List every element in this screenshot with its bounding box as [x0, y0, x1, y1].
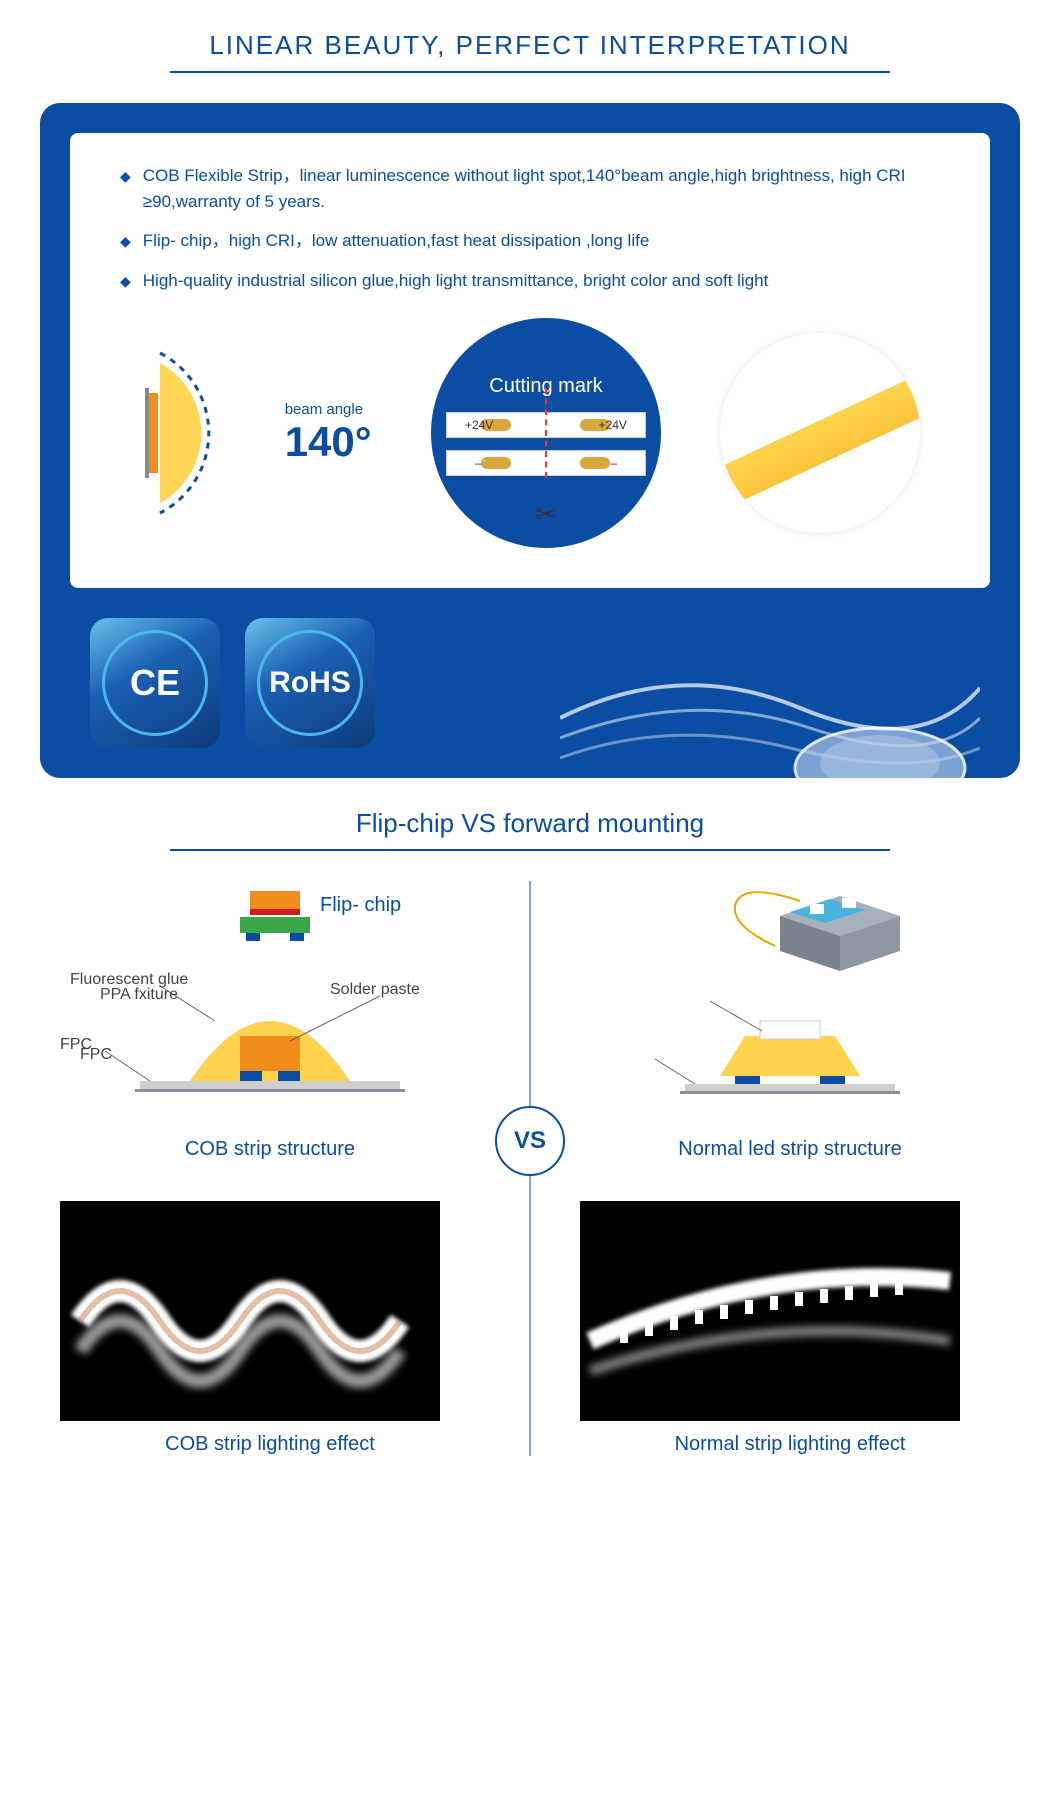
- ce-badge: CE: [90, 618, 220, 748]
- section-2-title: Flip-chip VS forward mounting: [0, 808, 1060, 839]
- curled-strip-diagram: [720, 333, 920, 533]
- divider: [170, 71, 890, 73]
- diamond-icon: ◆: [120, 231, 131, 252]
- bullet-1: ◆ COB Flexible Strip，linear luminescence…: [120, 163, 940, 214]
- divider: [170, 849, 890, 851]
- cell-title: COB strip structure: [60, 1138, 480, 1161]
- cob-effect: COB strip lighting effect: [60, 1201, 480, 1456]
- annot-solder: Solder paste: [330, 981, 420, 999]
- diagram-row: beam angle 140° Cutting mark +24V +24V –…: [120, 318, 940, 548]
- bullet-text: Flip- chip，high CRI，low attenuation,fast…: [143, 228, 650, 254]
- cut-line: [545, 388, 547, 478]
- section-1-title: LINEAR BEAUTY, PERFECT INTERPRETATION: [0, 30, 1060, 61]
- cell-title: Normal led strip structure: [580, 1138, 1000, 1161]
- solder-pad: [481, 457, 511, 469]
- voltage-right: +24V: [599, 418, 627, 432]
- beam-angle-diagram: beam angle 140°: [140, 333, 372, 533]
- cell-title: Normal strip lighting effect: [580, 1433, 1000, 1456]
- bullet-text: High-quality industrial silicon glue,hig…: [143, 268, 769, 294]
- beam-label: beam angle: [285, 401, 372, 418]
- annot-fpc: FPC: [80, 1046, 112, 1064]
- normal-effect: Normal strip lighting effect: [580, 1201, 1000, 1456]
- beam-svg: [140, 333, 270, 533]
- features-card: ◆ COB Flexible Strip，linear luminescence…: [70, 133, 990, 588]
- comparison: VS Flip- chip: [60, 881, 1000, 1456]
- vs-badge: VS: [495, 1106, 565, 1176]
- badge-text: CE: [130, 662, 180, 704]
- cutting-mark-diagram: Cutting mark +24V +24V – – ✂: [431, 318, 661, 548]
- diamond-icon: ◆: [120, 271, 131, 292]
- minus-right: –: [610, 456, 617, 470]
- beam-value: 140°: [285, 418, 372, 466]
- normal-struct-svg: [600, 881, 980, 1121]
- normal-structure: PPA fxiture FPC Normal led strip structu…: [580, 881, 1000, 1161]
- rohs-badge: RoHS: [245, 618, 375, 748]
- hero-panel: ◆ COB Flexible Strip，linear luminescence…: [40, 103, 1020, 778]
- cob-structure: Flip- chip Fluorescent glue Solder paste…: [60, 881, 480, 1161]
- minus-left: –: [475, 456, 482, 470]
- solder-pad: [580, 457, 610, 469]
- title-text: LINEAR BEAUTY, PERFECT INTERPRETATION: [0, 30, 1060, 61]
- scissors-icon: ✂: [535, 499, 557, 530]
- badge-text: RoHS: [269, 666, 351, 700]
- title-text: Flip-chip VS forward mounting: [0, 808, 1060, 839]
- cell-title: COB strip lighting effect: [60, 1433, 480, 1456]
- bullet-2: ◆ Flip- chip，high CRI，low attenuation,fa…: [120, 228, 940, 254]
- flip-chip-label: Flip- chip: [320, 894, 401, 916]
- annot-ppa: PPA fxiture: [100, 986, 178, 1004]
- bullet-text: COB Flexible Strip，linear luminescence w…: [143, 163, 940, 214]
- normal-effect-img: [580, 1201, 960, 1421]
- cert-badges: CE RoHS: [70, 618, 990, 748]
- beam-text: beam angle 140°: [285, 401, 372, 466]
- cob-effect-img: [60, 1201, 440, 1421]
- voltage-left: +24V: [465, 418, 493, 432]
- diamond-icon: ◆: [120, 166, 131, 187]
- bullet-3: ◆ High-quality industrial silicon glue,h…: [120, 268, 940, 294]
- curl-strip-graphic: [720, 356, 920, 511]
